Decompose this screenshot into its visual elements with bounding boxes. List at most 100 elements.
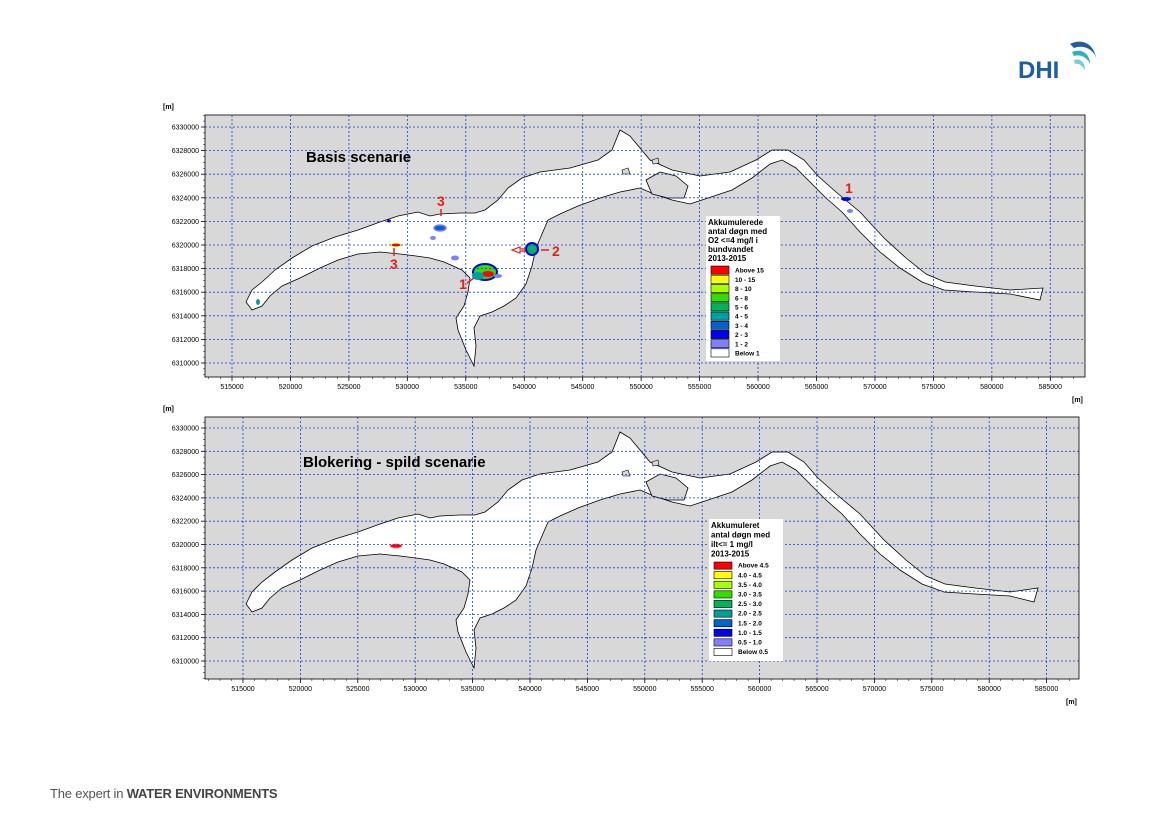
svg-text:3: 3 [390, 256, 398, 272]
spot [847, 209, 853, 213]
x-tick-label: 520000 [289, 686, 312, 693]
x-tick-label: 560000 [746, 384, 769, 391]
map-blokering: 6330000 6328000 6326000 6324000 6322000 63200… [163, 406, 1080, 706]
spot [472, 272, 484, 280]
x-tick-label: 550000 [633, 686, 656, 693]
islet [651, 157, 660, 165]
legend-title-line: ilt<= 1 mg/l [711, 540, 753, 549]
legend-label: Above 4.5 [738, 563, 769, 570]
legend-title-line: O2 <=4 mg/l i [708, 236, 758, 245]
y-tick-label: 6326000 [172, 472, 199, 479]
x-tick-label: 520000 [279, 384, 302, 391]
y-tick-label: 6316000 [172, 290, 199, 297]
marker-2: 2 [510, 243, 560, 259]
wave-icon-2 [1072, 50, 1090, 64]
legend-swatch [713, 580, 733, 589]
y-tick-label: 6330000 [172, 426, 199, 433]
tagline: The expert in WATER ENVIRONMENTS [50, 786, 278, 801]
legend-label: 1 - 2 [735, 341, 748, 348]
wave-icon [1070, 41, 1096, 58]
x-tick-label: 565000 [805, 686, 828, 693]
legend-swatch [713, 571, 733, 580]
spot [494, 274, 502, 278]
legend-swatch [710, 293, 730, 303]
legend-title-line: 2013-2015 [711, 550, 750, 559]
legend-swatch [710, 284, 730, 293]
legend-swatch [713, 638, 733, 647]
legend-label: 2.0 - 2.5 [738, 611, 762, 618]
x-tick-label: 550000 [629, 384, 652, 391]
marker-3-bottom: 3 [390, 248, 398, 272]
spot [451, 255, 459, 261]
legend-title-line: bundvandet [708, 245, 754, 254]
spot [525, 242, 539, 256]
marker-1-center: 1 [459, 276, 475, 292]
legend-swatch [710, 274, 730, 284]
y-tick-label: 6316000 [172, 589, 199, 596]
y-tick-label: 6314000 [172, 313, 199, 320]
x-tick-label: 575000 [920, 686, 943, 693]
y-tick-label: 6320000 [172, 243, 199, 250]
x-tick-label: 530000 [404, 686, 427, 693]
legend-swatch [713, 619, 733, 628]
legend-label: 3.5 - 4.0 [738, 582, 762, 589]
grid-lines [205, 417, 1079, 679]
dhi-logo: DHI [1018, 41, 1096, 84]
y-tick-label: 6320000 [172, 542, 199, 549]
legend-label: 1.0 - 1.5 [738, 630, 762, 637]
legend-swatch [710, 265, 730, 275]
legend-swatch [710, 302, 730, 312]
legend-label: 2 - 3 [735, 332, 748, 339]
x-tick-label: 555000 [688, 384, 711, 391]
y-tick-label: 6330000 [172, 125, 199, 132]
x-unit: [m] [1066, 699, 1077, 706]
x-unit: [m] [1072, 397, 1083, 404]
legend-title-line: 2013-2015 [708, 254, 747, 263]
x-tick-label: 580000 [980, 384, 1003, 391]
x-tick-label: 575000 [922, 384, 945, 391]
legend-label: 5 - 6 [735, 305, 748, 312]
grid-lines [205, 115, 1085, 377]
legend-swatch [710, 339, 730, 349]
spot [841, 197, 851, 201]
wave-icon-3 [1074, 59, 1085, 70]
legend-label: 10 - 15 [735, 277, 756, 284]
legend-swatch [713, 628, 733, 637]
legend-label: 6 - 8 [735, 295, 748, 302]
legend-title-line: Akkumuleret [711, 521, 760, 530]
x-tick-label: 585000 [1039, 384, 1062, 391]
spot [390, 242, 402, 248]
y-tick-label: 6312000 [172, 635, 199, 642]
legend-swatch [710, 320, 730, 330]
y-tick-label: 6318000 [172, 565, 199, 572]
legend-swatch [710, 311, 730, 321]
legend-label: 1.5 - 2.0 [738, 620, 762, 627]
legend-label: 3.0 - 3.5 [738, 592, 762, 599]
x-tick-label: 515000 [220, 384, 243, 391]
legend-title-line: Akkumulerede [708, 218, 764, 227]
marker-3-top: 3 [437, 193, 445, 216]
y-axis: 6330000 6328000 6326000 6324000 6322000 63200… [172, 421, 205, 679]
legend-label: 0.5 - 1.0 [738, 640, 762, 647]
y-tick-label: 6310000 [172, 659, 199, 666]
fjord-water [245, 129, 1044, 368]
legend-swatch [713, 600, 733, 608]
x-tick-label: 580000 [978, 686, 1001, 693]
y-tick-label: 6326000 [172, 172, 199, 179]
y-axis: 6330000 6328000 6326000 6324000 6322000 63200… [172, 114, 205, 376]
svg-text:1: 1 [459, 276, 467, 292]
y-tick-label: 6328000 [172, 449, 199, 456]
y-tick-label: 6324000 [172, 495, 199, 502]
legend-label: 8 - 10 [735, 286, 752, 293]
y-tick-label: 6312000 [172, 337, 199, 344]
x-tick-label: 560000 [748, 686, 771, 693]
legend-swatch [713, 648, 733, 656]
x-tick-label: 540000 [513, 384, 536, 391]
x-tick-label: 535000 [461, 686, 484, 693]
x-tick-label: 585000 [1035, 686, 1058, 693]
tagline-bold: WATER ENVIRONMENTS [126, 786, 278, 801]
legend-label: 4 - 5 [735, 314, 748, 321]
